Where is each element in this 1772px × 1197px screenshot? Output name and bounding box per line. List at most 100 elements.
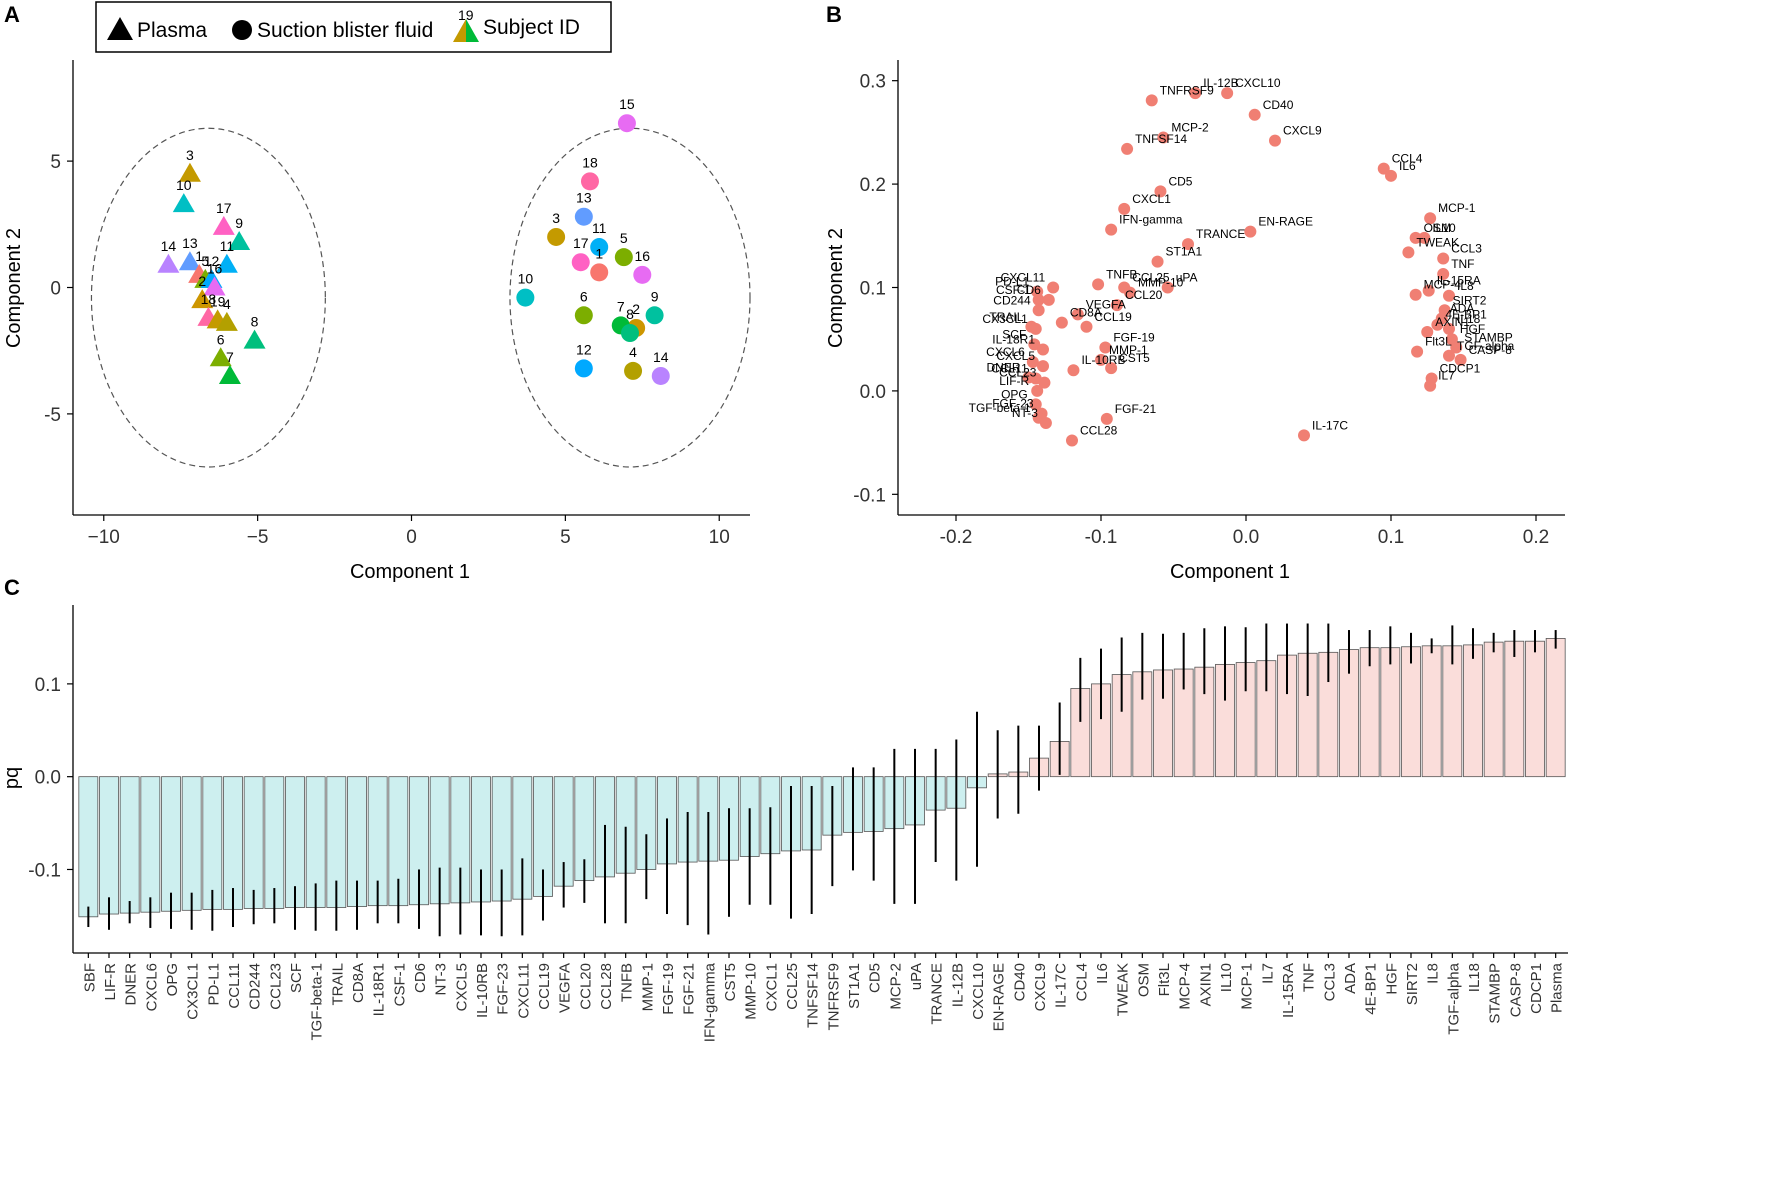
panel-b-x-tick-label: 0.2 (1523, 527, 1549, 548)
legend-blister-icon (232, 20, 252, 40)
protein-point (1071, 308, 1084, 321)
category-label: IL10 (1218, 963, 1235, 992)
protein-point (1121, 142, 1134, 155)
blister-point (645, 306, 664, 325)
panel-a-x-title: Component 1 (350, 561, 470, 583)
protein-point (1095, 353, 1107, 366)
protein-label: MMP-10 (1138, 276, 1184, 290)
protein-label: CCL23 (999, 366, 1037, 380)
subject-id-label: 13 (182, 235, 198, 251)
subject-id-label: 7 (226, 349, 234, 365)
protein-point (1421, 325, 1434, 338)
category-label: uPA (908, 963, 925, 990)
blister-point (574, 306, 593, 325)
subject-id-label: 18 (582, 154, 598, 170)
protein-label: DNER (986, 360, 1020, 374)
category-label: CCL19 (536, 963, 553, 1010)
protein-label: ADA (1450, 302, 1475, 316)
protein-label: IFN-gamma (1119, 213, 1183, 227)
protein-label: CCL28 (1080, 424, 1118, 438)
panel-b-y-tick-label: 0.3 (860, 72, 886, 93)
category-label: IL6 (1094, 963, 1111, 984)
subject-id-label: 10 (176, 177, 192, 193)
category-label: LIF-R (102, 963, 119, 1001)
category-label: AXIN1 (1197, 963, 1214, 1006)
pq-bar (243, 776, 264, 909)
protein-point (1244, 225, 1257, 238)
protein-point (1157, 131, 1170, 144)
protein-label: NT-3 (1012, 406, 1038, 420)
category-label: CCL11 (226, 963, 243, 1009)
protein-label: OPG (1001, 387, 1028, 401)
category-label: OPG (164, 963, 181, 996)
protein-label: CD5 (1168, 174, 1192, 188)
protein-label: CCL19 (1095, 310, 1133, 324)
subject-id-label: 14 (653, 349, 669, 365)
blister-point (624, 361, 643, 380)
legend-subject-label: Subject ID (483, 16, 580, 39)
pq-bar (1483, 641, 1504, 778)
protein-point (1067, 364, 1080, 377)
category-label: TNF (1301, 963, 1318, 992)
protein-point (1424, 379, 1437, 392)
protein-point (1437, 252, 1450, 265)
protein-point (1092, 278, 1105, 291)
protein-point (1443, 289, 1455, 302)
protein-point (1042, 293, 1055, 306)
protein-label: MCP-2 (1171, 121, 1209, 135)
category-label: DNER (123, 963, 140, 1006)
category-label: CASP-8 (1507, 963, 1524, 1017)
panel-b-y-tick-label: 0.2 (860, 175, 886, 196)
blister-point (590, 263, 609, 282)
protein-point (1026, 355, 1039, 368)
protein-label: IL-15RA (1437, 274, 1481, 288)
protein-point (1189, 87, 1202, 100)
protein-label: SCF (1002, 327, 1026, 341)
plasma-point (203, 276, 226, 296)
category-label: IL-17C (1053, 963, 1070, 1008)
category-label: FGF-21 (681, 963, 698, 1015)
protein-label: CXCL9 (1283, 124, 1322, 138)
category-label: CXCL6 (143, 963, 160, 1011)
protein-point (1385, 169, 1397, 182)
protein-point (1031, 384, 1044, 397)
protein-point (1055, 316, 1068, 329)
protein-point (1105, 223, 1118, 236)
pq-bar (99, 776, 119, 915)
subject-id-label: 8 (626, 306, 634, 322)
panel-b-x-tick-label: 0.1 (1378, 527, 1404, 548)
protein-point (1099, 341, 1112, 354)
blister-point (651, 366, 670, 385)
protein-label: IL-18R1 (992, 333, 1035, 347)
panel-b-x-tick-label: -0.2 (940, 527, 973, 548)
blister-point (547, 227, 566, 246)
blister-point (633, 265, 652, 284)
plasma-point (178, 251, 201, 271)
protein-label: MCP-1 (1438, 201, 1476, 215)
subject-id-label: 7 (617, 298, 625, 314)
category-label: FGF-19 (660, 963, 677, 1015)
plasma-point (178, 162, 201, 182)
panel-c-y-tick-label: 0.0 (35, 768, 61, 789)
protein-point (1450, 341, 1463, 354)
legend-subject-icon-right (466, 19, 479, 42)
category-label: CD6 (412, 963, 429, 993)
category-label: CSF-1 (391, 963, 408, 1006)
protein-label: CCL25 (1132, 271, 1170, 285)
protein-label: CD40 (1263, 98, 1294, 112)
category-label: IL-12B (949, 963, 966, 1007)
protein-label: PD-L1 (995, 275, 1029, 289)
protein-point (1037, 343, 1049, 356)
pq-bar (1545, 638, 1566, 778)
category-label: VEGFA (557, 963, 574, 1013)
blister-point (580, 172, 599, 191)
category-label: CCL28 (598, 963, 615, 1010)
protein-label: CCL11 (991, 362, 1028, 376)
subject-id-label: 5 (620, 230, 628, 246)
protein-point (1422, 284, 1435, 297)
subject-id-label: 15 (619, 96, 635, 112)
protein-label: CXCL10 (1235, 76, 1281, 90)
category-label: FGF-23 (495, 963, 512, 1015)
protein-label: CST5 (1119, 351, 1150, 365)
category-label: SBF (81, 963, 98, 992)
